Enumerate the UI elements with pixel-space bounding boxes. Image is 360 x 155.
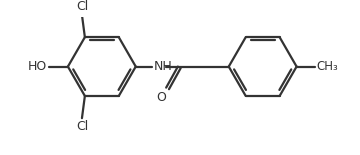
Text: HO: HO (28, 60, 48, 73)
Text: CH₃: CH₃ (316, 60, 338, 73)
Text: Cl: Cl (76, 120, 88, 133)
Text: NH: NH (154, 60, 173, 73)
Text: Cl: Cl (76, 0, 88, 13)
Text: O: O (157, 91, 166, 104)
